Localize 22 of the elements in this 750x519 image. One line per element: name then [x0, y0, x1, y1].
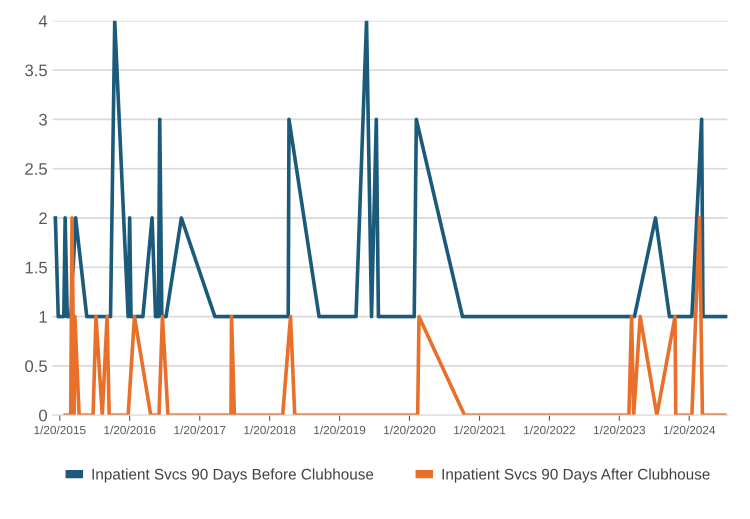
x-tick-label: 1/20/2020 — [384, 426, 436, 434]
legend-label: Inpatient Svcs 90 Days Before Clubhouse — [92, 468, 374, 483]
x-tick-label: 1/20/2015 — [34, 426, 86, 434]
x-tick-label: 1/20/2016 — [104, 426, 156, 434]
x-tick-label: 1/20/2024 — [664, 426, 716, 434]
y-tick-label: 0.5 — [25, 360, 47, 372]
x-tick-label: 1/20/2018 — [244, 426, 296, 434]
x-tick-label: 1/20/2017 — [174, 426, 226, 434]
y-tick-label: 4 — [38, 15, 48, 27]
x-tick-label: 1/20/2022 — [524, 426, 576, 434]
line-series — [54, 20, 728, 318]
x-tick-label: 1/20/2021 — [454, 426, 506, 434]
y-tick-label: 3.5 — [25, 64, 47, 76]
y-tick-label: 2.5 — [25, 163, 47, 175]
y-tick-label: 1.5 — [26, 262, 47, 274]
y-tick-label: 3 — [39, 114, 47, 126]
x-tick-label: 1/20/2023 — [594, 426, 646, 434]
y-tick-label: 1 — [40, 311, 47, 323]
legend-label: Inpatient Svcs 90 Days After Clubhouse — [442, 468, 710, 483]
y-tick-label: 0 — [39, 410, 47, 422]
x-tick-label: 1/20/2019 — [314, 426, 366, 434]
y-tick-label: 2 — [39, 212, 47, 224]
